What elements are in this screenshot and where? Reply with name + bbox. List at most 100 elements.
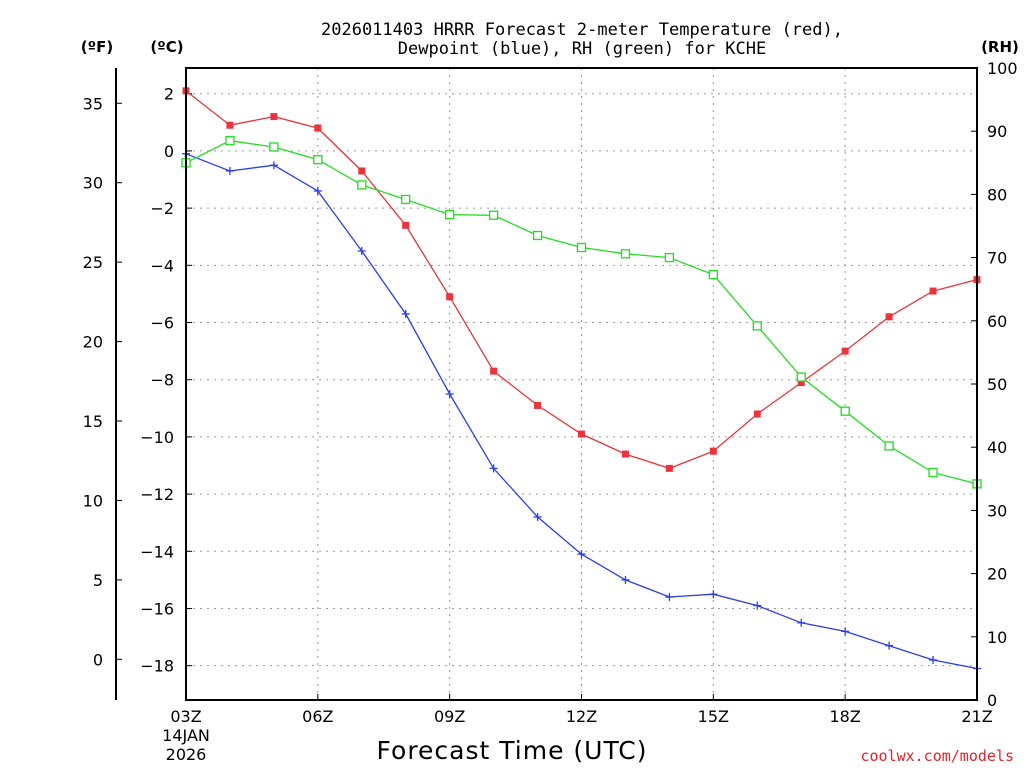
dewpoint-point (753, 601, 762, 610)
rh-point (752, 321, 762, 331)
grid-lines (185, 68, 978, 700)
rh-tick-label: 90 (987, 122, 1007, 141)
dewpoint-point (401, 309, 410, 318)
dewpoint-point (885, 641, 894, 650)
temperature-point (797, 379, 805, 387)
temperature-point (621, 450, 629, 458)
rh-point (708, 270, 718, 280)
celsius-tick-label: −6 (150, 314, 174, 333)
rh-point (576, 242, 587, 253)
celsius-tick-label: 0 (164, 142, 174, 161)
fahrenheit-tick-label: 20 (83, 333, 103, 352)
rh-point (928, 467, 938, 478)
temperature-point (665, 464, 673, 472)
time-tick-label: 18Z (830, 707, 861, 726)
temperature-point (226, 121, 234, 129)
rh-point (225, 136, 235, 146)
dewpoint-point (225, 166, 234, 175)
chart-title-line2: Dewpoint (blue), RH (green) for KCHE (398, 39, 766, 59)
dewpoint-point (621, 575, 630, 584)
rh-tick-label: 30 (987, 501, 1007, 520)
temperature-point (490, 367, 498, 375)
time-tick-label: 09Z (434, 707, 465, 726)
dewpoint-point (313, 186, 322, 195)
time-tick-label: 06Z (302, 707, 333, 726)
rh-tick-label: 0 (987, 691, 997, 710)
celsius-tick-label: −2 (150, 199, 174, 218)
temperature-point (929, 287, 937, 295)
rh-point (620, 249, 631, 259)
start-year-label: 2026 (166, 745, 207, 764)
fahrenheit-tick-label: 5 (93, 571, 103, 590)
temperature-point (885, 313, 893, 321)
celsius-tick-label: −4 (150, 256, 174, 275)
temperature-point (534, 401, 542, 409)
rh-point (401, 194, 411, 205)
rh-point (840, 406, 850, 416)
celsius-tick-label: −14 (140, 542, 174, 561)
celsius-tick-label: −12 (140, 485, 174, 504)
dewpoint-point (533, 512, 542, 521)
temperature-point (841, 347, 849, 355)
fahrenheit-axis: 35 30 25 20 15 10 5 0 (83, 68, 122, 700)
rh-point (357, 180, 367, 190)
x-axis-title: Forecast Time (UTC) (377, 736, 648, 765)
plot-frame (185, 67, 978, 701)
temperature-point (578, 430, 585, 438)
fahrenheit-tick-label: 30 (83, 174, 103, 193)
rh-point (532, 230, 543, 241)
rh-tick-label: 40 (987, 438, 1007, 457)
dewpoint-point (269, 161, 278, 170)
time-tick-label: 12Z (566, 707, 597, 726)
credit-label: coolwx.com/models (860, 747, 1014, 765)
rh-tick-label: 60 (987, 312, 1007, 331)
celsius-tick-label: −8 (150, 371, 174, 390)
start-date-label: 14JAN (162, 726, 210, 745)
rh-point (488, 210, 499, 220)
temperature-point (446, 293, 454, 301)
rh-point (664, 252, 675, 263)
dewpoint-point (665, 593, 674, 602)
temperature-point (270, 113, 278, 121)
fahrenheit-tick-label: 25 (83, 253, 103, 272)
time-axis: 03Z 06Z 09Z 12Z 15Z 18Z 21Z (170, 694, 993, 726)
rh-tick-label: 70 (987, 249, 1007, 268)
rh-unit-label: (RH) (981, 38, 1019, 56)
fahrenheit-tick-label: 35 (83, 94, 103, 113)
chart-title-line1: 2026011403 HRRR Forecast 2-meter Tempera… (321, 20, 843, 40)
rh-point (796, 372, 806, 382)
time-tick-label: 21Z (961, 707, 992, 726)
fahrenheit-tick-label: 15 (83, 412, 103, 431)
dewpoint-point (489, 464, 498, 473)
fahrenheit-unit-label: (ºF) (81, 38, 113, 56)
rh-tick-label: 80 (987, 185, 1007, 204)
rh-point (269, 142, 279, 152)
temperature-point (402, 221, 410, 229)
temperature-point (358, 167, 366, 175)
dewpoint-point (445, 390, 454, 399)
rh-point (884, 441, 894, 451)
rh-point (445, 209, 455, 220)
rh-tick-label: 100 (987, 59, 1018, 78)
fahrenheit-tick-label: 10 (83, 491, 103, 510)
celsius-tick-label: −18 (140, 657, 174, 676)
dewpoint-point (357, 247, 366, 256)
celsius-tick-label: −10 (140, 428, 174, 447)
rh-tick-label: 10 (987, 628, 1007, 647)
dewpoint-point (577, 550, 586, 559)
rh-point (313, 154, 323, 165)
rh-tick-label: 20 (987, 565, 1007, 584)
celsius-axis: 2 0 −2 −4 −6 −8 −10 −12 −14 −16 −18 (140, 85, 192, 676)
dewpoint-point (841, 627, 850, 636)
time-tick-label: 03Z (170, 707, 201, 726)
dewpoint-point (709, 590, 718, 599)
time-tick-label: 15Z (698, 707, 729, 726)
dewpoint-point (929, 655, 938, 664)
fahrenheit-tick-label: 0 (93, 650, 103, 669)
temperature-point (314, 124, 322, 132)
series-layer (181, 87, 982, 673)
celsius-tick-label: 2 (164, 85, 174, 104)
temperature-point (753, 410, 761, 418)
